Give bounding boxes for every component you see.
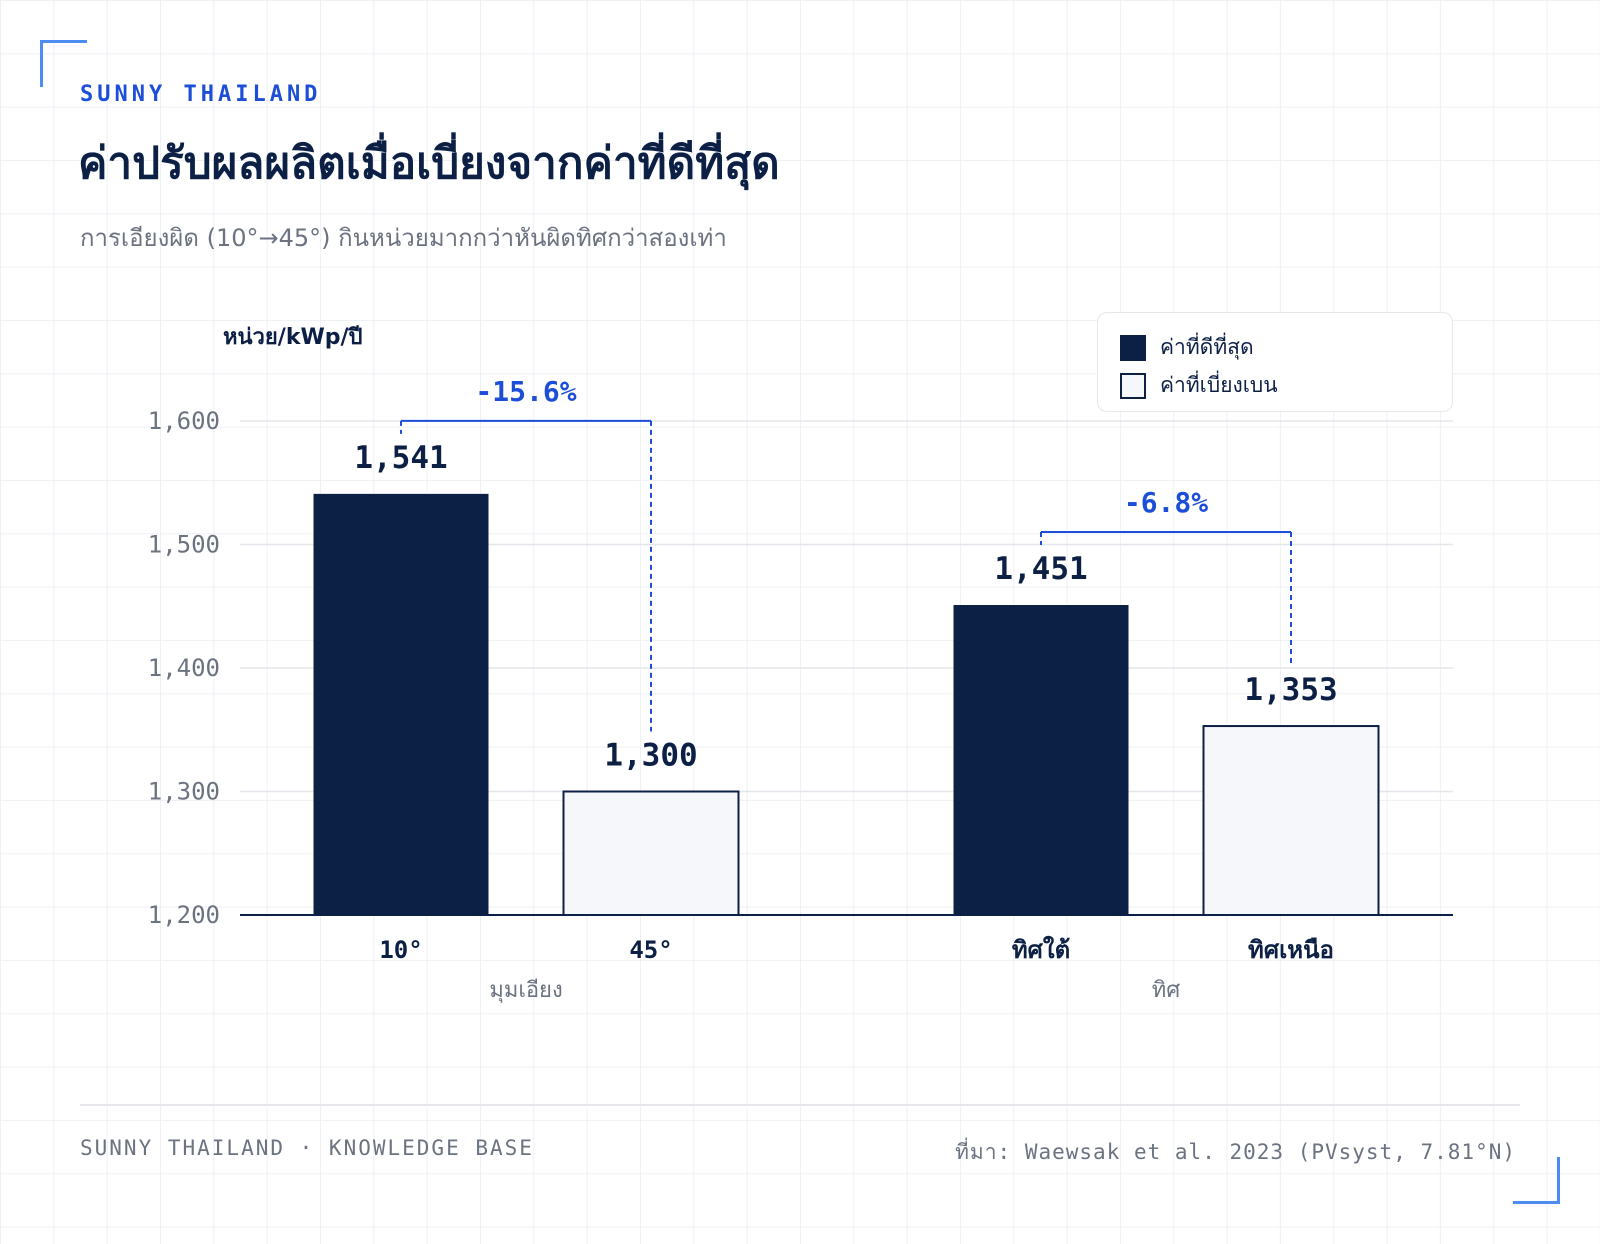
- x-group-label: มุมเอียง: [489, 978, 562, 1003]
- corner-bracket-top-left: [40, 40, 87, 87]
- page-subtitle: การเอียงผิด (10°→45°) กินหน่วยมากกว่าหัน…: [80, 224, 727, 252]
- change-percent-label: -6.8%: [1124, 486, 1208, 519]
- legend-swatch-deviated: [1120, 372, 1146, 399]
- legend-label-optimal: ค่าที่ดีที่สุด: [1160, 335, 1254, 359]
- footer-source: ที่มา: Waewsak et al. 2023 (PVsyst, 7.81…: [955, 1140, 1516, 1164]
- bar-value-label: 1,451: [994, 551, 1087, 587]
- bar-value-label: 1,353: [1244, 672, 1337, 708]
- y-tick-label: 1,400: [148, 654, 220, 682]
- bar-optimal: [313, 493, 489, 915]
- y-tick-label: 1,600: [148, 407, 220, 435]
- footer-brand: SUNNY THAILAND · KNOWLEDGE BASE: [80, 1136, 534, 1160]
- x-category-label: ทิศใต้: [1012, 935, 1070, 964]
- y-axis-label: หน่วย/kWp/ปี: [223, 325, 363, 350]
- x-category-label: 45°: [629, 936, 672, 964]
- bar-optimal: [953, 605, 1129, 915]
- x-group-label: ทิศ: [1152, 978, 1181, 1003]
- bar-deviated: [562, 790, 740, 916]
- chart-legend: ค่าที่ดีที่สุด ค่าที่เบี่ยงเบน: [1097, 312, 1453, 412]
- x-category-label: ทิศเหนือ: [1248, 936, 1334, 964]
- corner-bracket-bottom-right: [1513, 1157, 1560, 1204]
- page-title: ค่าปรับผลผลิตเมื่อเบี่ยงจากค่าที่ดีที่สุ…: [78, 138, 780, 189]
- y-tick-label: 1,500: [148, 531, 220, 559]
- bar-value-label: 1,541: [354, 440, 447, 476]
- change-percent-label: -15.6%: [475, 375, 576, 408]
- legend-item-deviated: ค่าที่เบี่ยงเบน: [1120, 369, 1278, 402]
- bar-value-label: 1,300: [604, 738, 697, 774]
- brand-label: SUNNY THAILAND: [80, 82, 322, 107]
- legend-swatch-optimal: [1120, 334, 1146, 361]
- footer-divider: [80, 1104, 1520, 1106]
- bar-deviated: [1202, 725, 1380, 916]
- legend-item-optimal: ค่าที่ดีที่สุด: [1120, 331, 1254, 364]
- y-tick-label: 1,200: [148, 901, 220, 929]
- x-category-label: 10°: [379, 936, 422, 964]
- legend-label-deviated: ค่าที่เบี่ยงเบน: [1160, 373, 1278, 397]
- y-tick-label: 1,300: [148, 778, 220, 806]
